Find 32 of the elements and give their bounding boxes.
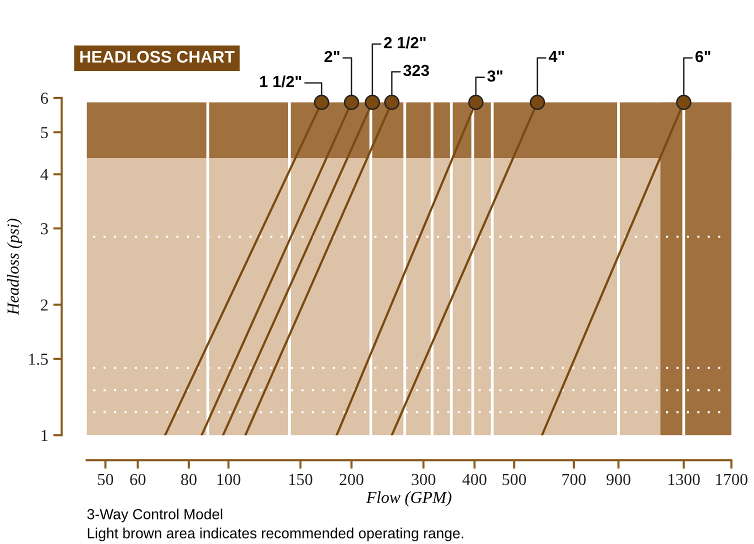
x-tick-label: 100: [217, 474, 240, 486]
x-tick-label: 1300: [668, 474, 700, 486]
x-tick-label: 700: [562, 474, 586, 486]
y-tick-label: 2: [40, 299, 48, 311]
x-axis-title: Flow (GPM): [366, 491, 452, 506]
x-tick-label: 60: [130, 474, 146, 486]
x-tick-label: 1700: [716, 474, 748, 486]
legend-label: 3": [487, 70, 502, 82]
x-tick-label: 150: [289, 474, 312, 486]
chart-title: HEADLOSS CHART: [80, 50, 235, 63]
text: 6": [695, 50, 710, 62]
y-tick-label: 4: [40, 169, 48, 180]
text: Light brown area indicates recommended operating range.: [88, 528, 464, 542]
y-tick-label: 5: [41, 127, 48, 138]
x-tick-label: 300: [412, 474, 436, 486]
x-tick-label: 50: [98, 474, 114, 486]
text: 2 1/2": [384, 36, 426, 48]
series-label: 323: [403, 64, 429, 76]
legend-label: 1 1/2": [260, 75, 302, 88]
y-tick-label: 6: [40, 92, 48, 104]
text: 3-Way Control Model: [87, 508, 222, 522]
x-tick-label: 80: [181, 474, 197, 486]
x-tick-label: 400: [462, 474, 486, 486]
x-tick-label: 900: [606, 474, 630, 486]
y-axis-title: Headloss (psi): [7, 218, 22, 316]
text: 4": [548, 51, 564, 62]
x-tick-label: 500: [502, 474, 526, 486]
y-tick-label: 3: [40, 223, 48, 234]
y-tick-label: 1: [42, 430, 48, 441]
x-tick-label: 200: [340, 474, 364, 486]
text: 2": [324, 50, 340, 62]
y-tick-label: 1.5: [29, 354, 48, 365]
